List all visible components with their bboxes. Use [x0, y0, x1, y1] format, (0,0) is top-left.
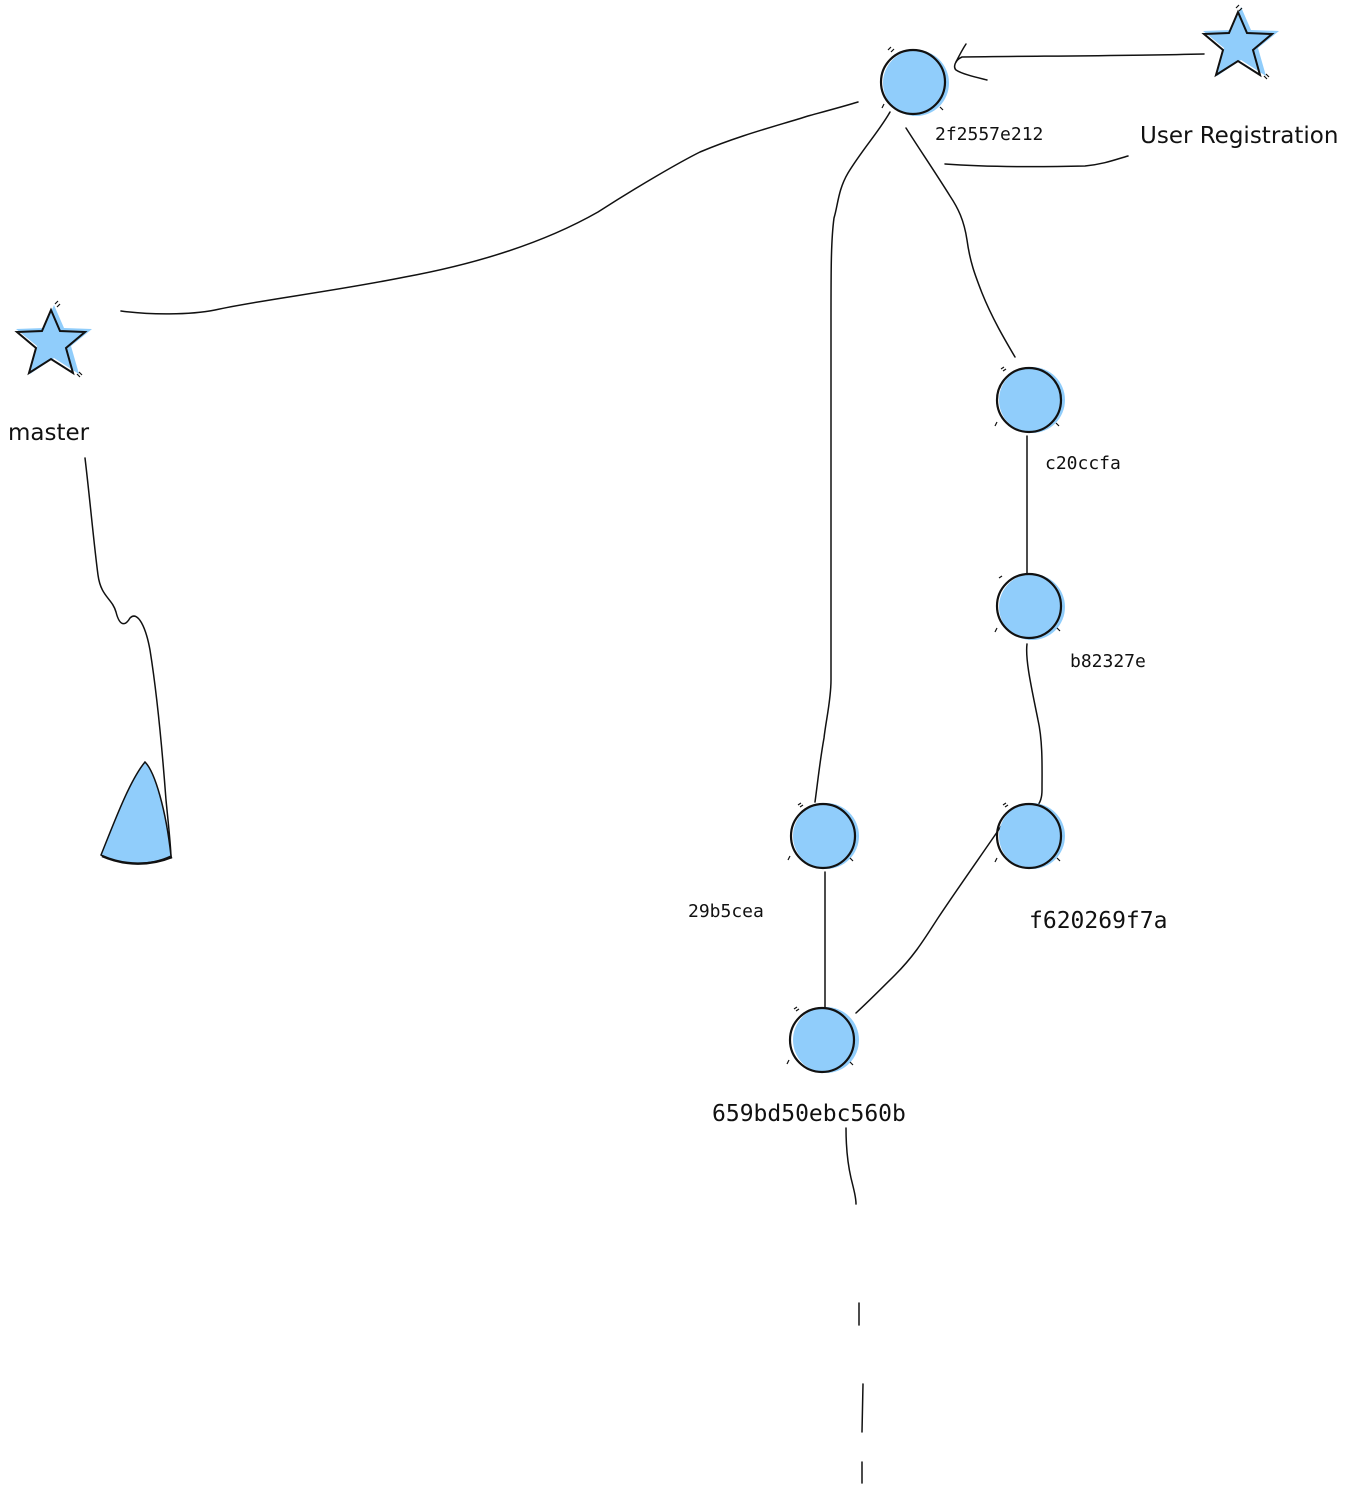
edge-user-registration-to-2f2557e212: [953, 53, 1205, 81]
branch-label-master: master: [8, 420, 90, 446]
commit-node-659bd50ebc560b[interactable]: [786, 1006, 859, 1074]
star-outline-icon: [14, 307, 88, 376]
commit-node-f620269f7a[interactable]: [994, 802, 1065, 870]
root-marker: [100, 760, 173, 865]
commit-node-29b5cea[interactable]: [787, 802, 859, 870]
edge-master-to-2f2557e212: [120, 101, 859, 315]
cone-icon: [100, 760, 172, 865]
branch-master-star[interactable]: [14, 300, 92, 378]
edge-b82327e-to-f620269f7a: [1025, 643, 1043, 807]
branch-label-user-registration: User Registration: [1140, 123, 1338, 149]
star-icon: [1203, 7, 1279, 76]
commit-label-c20ccfa: c20ccfa: [1045, 453, 1121, 474]
edge-top-tick: [955, 43, 967, 63]
commit-node-c20ccfa[interactable]: [994, 366, 1065, 434]
commit-node-2f2557e212[interactable]: [879, 46, 949, 116]
star-outline-icon: [1201, 9, 1275, 78]
commit-label-b82327e: b82327e: [1070, 651, 1146, 672]
commit-label-f620269f7a: f620269f7a: [1029, 908, 1167, 934]
edge-659bd50ebc560b-down: [845, 1127, 857, 1205]
commit-label-29b5cea: 29b5cea: [688, 901, 764, 922]
star-icon: [16, 305, 92, 374]
commit-label-659bd50ebc560b: 659bd50ebc560b: [712, 1101, 906, 1127]
edge-master-to-root-marker: [84, 457, 172, 859]
edge-2f2557e212-to-c20ccfa: [905, 127, 1016, 358]
edge-user-registration-lower: [944, 155, 1129, 168]
edge-trail-dash-2: [861, 1383, 864, 1433]
branch-user-registration-star[interactable]: [1201, 4, 1279, 80]
commit-node-b82327e[interactable]: [994, 572, 1065, 640]
edge-f620269f7a-to-659bd50ebc560b: [855, 821, 1005, 1014]
edge-2f2557e212-to-29b5cea: [814, 111, 891, 803]
edges: [84, 43, 1205, 1484]
commit-label-2f2557e212: 2f2557e212: [935, 124, 1043, 145]
